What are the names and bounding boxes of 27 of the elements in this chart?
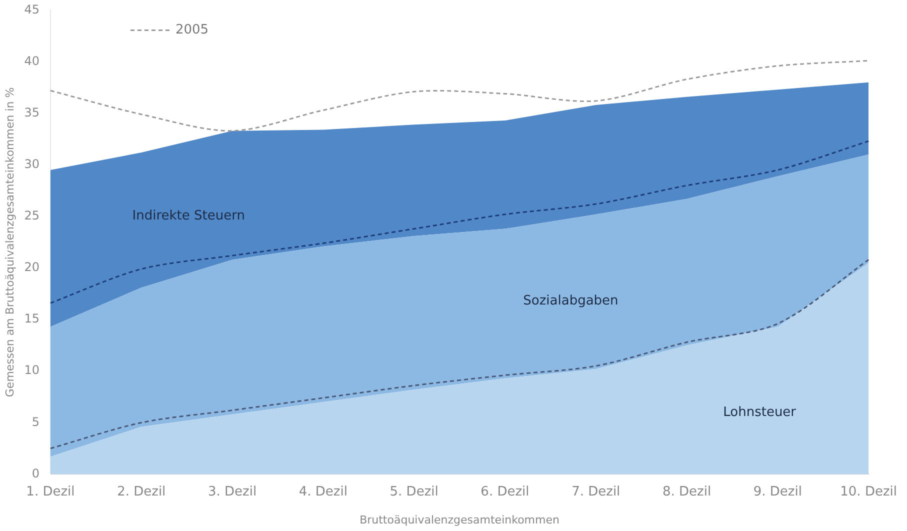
series-label: Indirekte Steuern [132, 208, 245, 224]
line-series [50, 60, 870, 132]
x-tick-label: 1. Dezil [26, 484, 75, 500]
x-tick-label: 9. Dezil [753, 484, 802, 500]
y-tick-label: 10 [24, 363, 40, 378]
legend-label: 2005 [175, 22, 209, 38]
x-axis-title: Bruttoäquivalenzgesamteinkommen [360, 513, 560, 526]
x-tick-label: 2. Dezil [117, 484, 166, 500]
x-tick-label: 8. Dezil [662, 484, 712, 500]
x-tick-label: 4. Dezil [298, 484, 348, 500]
series-label: Lohnsteuer [723, 405, 797, 420]
x-tick-label: 6. Dezil [480, 484, 530, 500]
y-tick-label: 35 [24, 105, 40, 120]
y-tick-label: 40 [24, 54, 40, 68]
x-tick-label: 10. Dezil [840, 484, 898, 500]
y-tick-label: 5 [32, 414, 40, 429]
y-tick-label: 15 [24, 312, 40, 326]
x-tick-label: 3. Dezil [208, 484, 257, 500]
series-label: Sozialabgaben [523, 294, 618, 309]
x-tick-label: 5. Dezil [390, 484, 438, 500]
y-tick-label: 25 [24, 208, 40, 223]
y-axis-title: Gemessen am Bruttoäquivalenzgesamteinkommen in % [3, 87, 16, 398]
y-tick-label: 30 [24, 156, 40, 171]
y-tick-label: 0 [32, 466, 40, 480]
y-tick-label: 20 [24, 260, 40, 274]
y-tick-label: 45 [24, 2, 40, 16]
x-tick-label: 7. Dezil [572, 484, 620, 500]
